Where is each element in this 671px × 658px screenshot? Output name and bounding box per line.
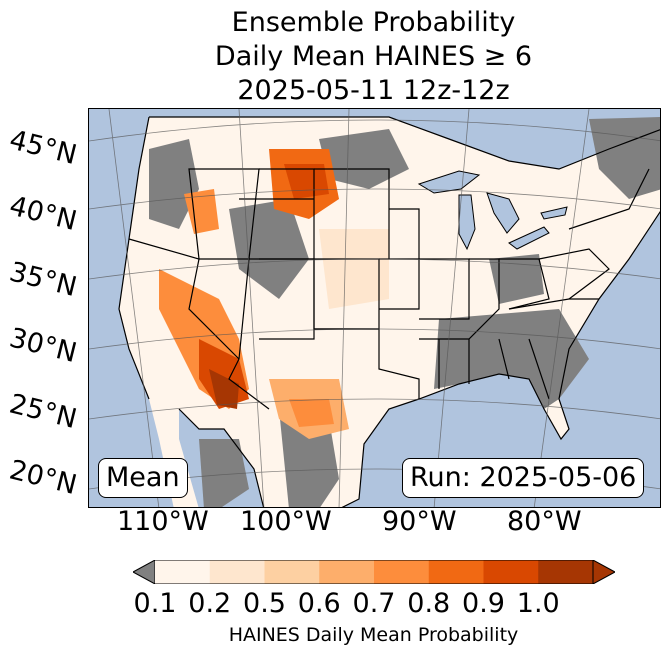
- graticule: [89, 109, 660, 507]
- colorbar-tick-label: 0.7: [352, 588, 396, 619]
- lat-label-45: 45°N: [6, 124, 80, 172]
- prob-region-plains: [319, 229, 389, 309]
- lat-label-20: 20°N: [6, 454, 80, 502]
- lat-label-35: 35°N: [6, 256, 80, 304]
- missing-region-northern-plains: [319, 129, 409, 189]
- colorbar-tick-label: 0.2: [188, 588, 232, 619]
- missing-region-northeast: [589, 117, 660, 199]
- missing-region-ohio-valley: [489, 254, 544, 304]
- title-line-1: Ensemble Probability: [231, 7, 516, 38]
- title-line-3: 2025-05-11 12z-12z: [237, 75, 510, 106]
- lon-label-110w: 110°W: [117, 506, 209, 537]
- colorbar-segment: [155, 560, 211, 584]
- probability-map: [88, 108, 661, 508]
- colorbar-segment: [538, 560, 594, 584]
- lon-label-80w: 80°W: [507, 506, 582, 537]
- lake-superior: [417, 170, 481, 194]
- colorbar-tick-label: 0.6: [297, 588, 341, 619]
- lake-ontario: [540, 206, 568, 220]
- lake-erie: [508, 226, 550, 250]
- colorbar-segment: [209, 560, 265, 584]
- colorbar-tick-label: 0.5: [243, 588, 286, 619]
- colorbar-tick-label: 0.9: [462, 588, 505, 619]
- lon-label-100w: 100°W: [240, 506, 332, 537]
- colorbar-label: HAINES Daily Mean Probability: [228, 624, 519, 646]
- colorbar-over-arrow: [592, 560, 615, 584]
- colorbar-segment: [374, 560, 430, 584]
- colorbar-segment: [319, 560, 375, 584]
- missing-region-southeast: [434, 309, 589, 409]
- lat-label-30: 30°N: [6, 322, 80, 370]
- map-svg: [89, 109, 660, 507]
- lon-label-90w: 90°W: [382, 506, 457, 537]
- prob-region-west-texas-core: [289, 399, 334, 427]
- missing-data-regions: [149, 117, 660, 507]
- run-date-label: Run: 2025-05-06: [402, 458, 645, 498]
- colorbar-tick-label: 0.8: [407, 588, 451, 619]
- colorbar: [133, 560, 615, 584]
- colorbar-segment: [428, 560, 484, 584]
- state-borders: [118, 116, 660, 507]
- colorbar-segment: [264, 560, 320, 584]
- colorbar-tick-label: 1.0: [516, 588, 560, 619]
- lat-label-25: 25°N: [6, 388, 80, 436]
- prob-region-arizona-peak: [209, 369, 239, 409]
- colorbar-tick-label: 0.1: [133, 588, 177, 619]
- missing-region-northwest: [149, 139, 199, 229]
- lat-label-40: 40°N: [6, 190, 80, 238]
- colorbar-under-arrow: [133, 560, 156, 584]
- title-line-2: Daily Mean HAINES ≥ 6: [214, 41, 533, 72]
- colorbar-segment: [483, 560, 539, 584]
- stat-label: Mean: [98, 458, 188, 498]
- lake-huron: [486, 192, 520, 234]
- missing-region-baja: [199, 439, 249, 507]
